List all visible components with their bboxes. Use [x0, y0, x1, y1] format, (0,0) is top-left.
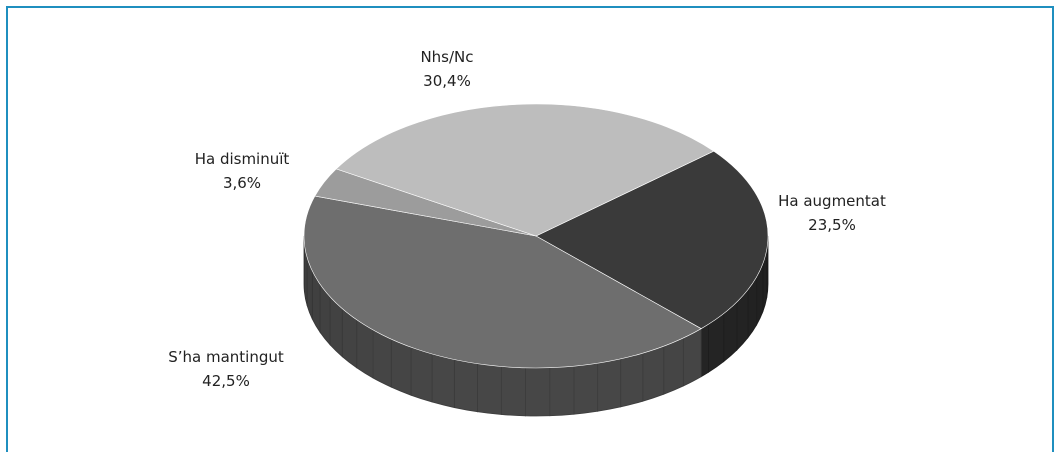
- pie-side-0: [701, 324, 708, 376]
- pie-side-1: [598, 359, 621, 411]
- slice-value-2: 3,6%: [223, 174, 261, 192]
- pie-side-1: [501, 367, 525, 416]
- pie-side-1: [454, 360, 477, 412]
- pie-side-1: [683, 329, 701, 386]
- pie-side-1: [373, 330, 391, 387]
- pie-side-1: [621, 353, 643, 407]
- pie-side-1: [391, 339, 411, 395]
- pie-side-1: [478, 364, 502, 415]
- pie-side-1: [550, 366, 574, 416]
- slice-value-1: 42,5%: [202, 372, 250, 390]
- slice-label-2: Ha disminuït: [195, 150, 290, 168]
- pie-side-1: [525, 368, 549, 416]
- pie-side-1: [411, 347, 432, 402]
- slice-label-3: Nhs/Nc: [420, 48, 473, 66]
- slice-value-0: 23,5%: [808, 216, 856, 234]
- pie-side-1: [664, 338, 684, 394]
- pie-side-1: [643, 346, 664, 401]
- pie-side-1: [432, 354, 454, 408]
- slice-value-3: 30,4%: [423, 72, 471, 90]
- slice-label-1: S’ha mantingut: [168, 348, 284, 366]
- pie-side-1: [574, 363, 598, 414]
- pie-top: [304, 104, 768, 368]
- slice-label-0: Ha augmentat: [778, 192, 886, 210]
